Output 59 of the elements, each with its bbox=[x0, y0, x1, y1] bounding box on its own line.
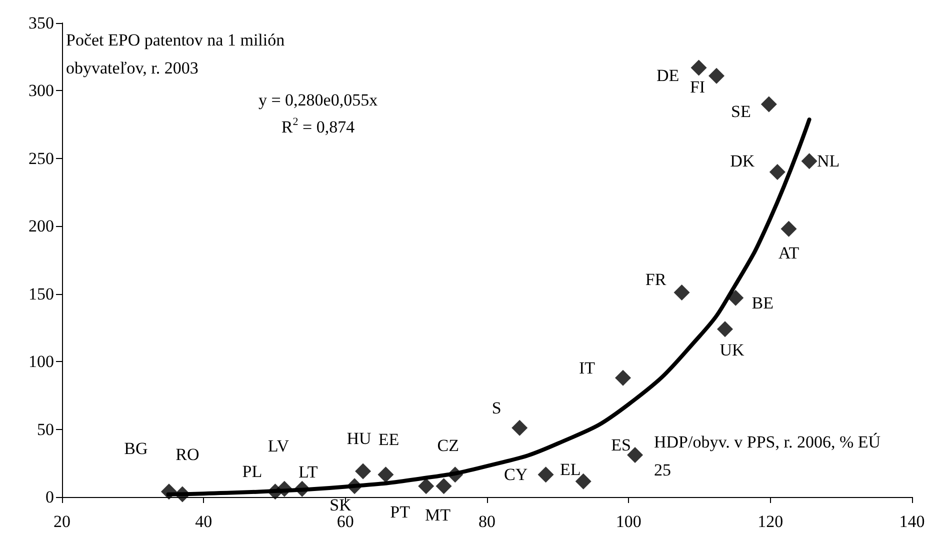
annotation: EL bbox=[560, 460, 581, 479]
annotation: MT bbox=[425, 506, 452, 525]
point bbox=[615, 370, 631, 386]
x-tick-label: 80 bbox=[478, 512, 496, 531]
annotation: SK bbox=[330, 496, 352, 515]
annotation: PT bbox=[390, 502, 411, 522]
annotation: LT bbox=[298, 462, 318, 482]
annotation: SE bbox=[730, 102, 751, 121]
annotation: PL bbox=[242, 462, 262, 482]
point bbox=[760, 96, 777, 112]
annotation: EE bbox=[378, 430, 400, 450]
y-tick-label: 300 bbox=[28, 81, 54, 100]
point bbox=[769, 164, 786, 180]
point bbox=[512, 420, 528, 436]
annotation: S bbox=[492, 398, 502, 418]
point bbox=[378, 466, 394, 483]
x-tick-label: 140 bbox=[899, 512, 925, 531]
annotation: UK bbox=[720, 340, 745, 360]
annotation: ES bbox=[611, 436, 631, 455]
point bbox=[355, 463, 372, 480]
annotation: DE bbox=[656, 66, 680, 86]
annotation: FR bbox=[645, 270, 667, 290]
point bbox=[436, 478, 452, 494]
annotation: CY bbox=[504, 465, 528, 484]
point bbox=[717, 321, 733, 338]
annotation: BE bbox=[752, 293, 774, 312]
point bbox=[575, 473, 592, 490]
annotation: DK bbox=[730, 151, 756, 170]
x-axis-title: HDP/obyv. v PPS, r. 2006, % EÚ 25 bbox=[654, 432, 885, 480]
x-tick-label: 40 bbox=[195, 512, 212, 531]
point bbox=[690, 60, 707, 76]
annotation: NL bbox=[816, 152, 840, 171]
annotation: RO bbox=[176, 444, 200, 464]
point bbox=[728, 290, 744, 306]
y-tick-label: 0 bbox=[46, 488, 54, 506]
x-tick-label: 100 bbox=[616, 512, 642, 531]
point bbox=[418, 478, 434, 494]
annotation: IT bbox=[578, 358, 596, 378]
x-tick-label: 20 bbox=[54, 512, 70, 531]
annotation: HU bbox=[346, 428, 372, 448]
point bbox=[674, 284, 690, 301]
y-tick-label: 50 bbox=[37, 420, 54, 439]
point bbox=[780, 220, 797, 237]
annotation: y = 0,280e0,055x bbox=[258, 90, 378, 110]
y-tick-label: 200 bbox=[28, 216, 54, 236]
x-tick-label: 60 bbox=[336, 512, 354, 531]
point bbox=[538, 466, 554, 483]
x-tick-label: 120 bbox=[758, 512, 784, 531]
y-tick-label: 250 bbox=[28, 148, 54, 168]
y-tick-label: 350 bbox=[28, 14, 54, 32]
annotation: LV bbox=[268, 436, 290, 456]
annotation: CZ bbox=[437, 436, 459, 456]
point bbox=[708, 68, 724, 84]
y-tick-label: 150 bbox=[28, 284, 54, 304]
annotation: BG bbox=[124, 439, 148, 458]
point bbox=[801, 153, 818, 170]
annotation: AT bbox=[778, 243, 800, 262]
y-tick-label: 100 bbox=[28, 352, 54, 372]
annotation: FI bbox=[690, 77, 706, 96]
